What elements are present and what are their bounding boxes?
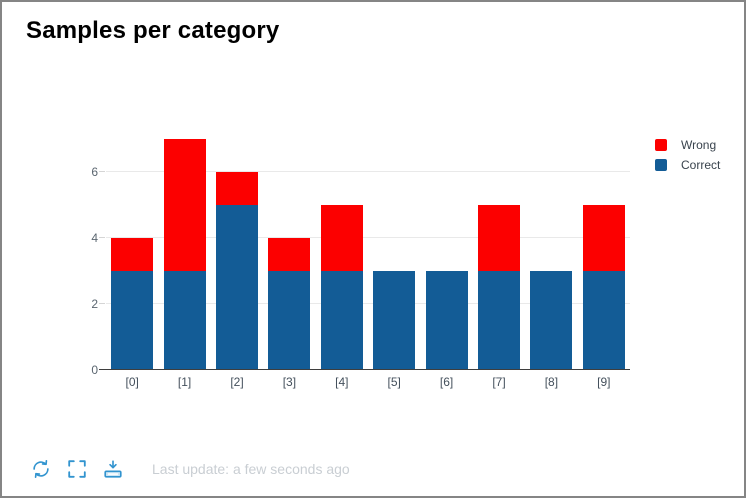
x-axis-label: [4]	[335, 375, 349, 389]
x-axis-line	[99, 369, 630, 370]
correct-swatch-icon	[655, 159, 667, 171]
legend-item-correct[interactable]: Correct	[655, 158, 720, 172]
plot-area: 0 2 4 6 [0] [1] [2] [3] [4] [5] [6] [7] [8] [9]	[91, 139, 630, 389]
gridline	[106, 303, 630, 304]
bar-correct-[1][interactable]	[163, 271, 206, 370]
bar-wrong-[3][interactable]	[268, 238, 311, 271]
bar-wrong-[9][interactable]	[582, 205, 625, 271]
bar-correct-[0][interactable]	[111, 271, 154, 370]
footer-toolbar: Last update: a few seconds ago	[30, 458, 350, 480]
bar-correct-[3][interactable]	[268, 271, 311, 370]
refresh-button[interactable]	[30, 458, 52, 480]
bar-correct-[6][interactable]	[425, 271, 468, 370]
x-axis-label: [3]	[282, 375, 297, 389]
last-update-text: Last update: a few seconds ago	[152, 461, 350, 477]
bar-correct-[2][interactable]	[216, 205, 258, 370]
bar-correct-[4][interactable]	[320, 271, 363, 370]
fullscreen-icon	[68, 460, 86, 478]
bar-correct-[7][interactable]	[478, 271, 520, 370]
bar-correct-[9][interactable]	[582, 271, 625, 370]
bar-wrong-[4][interactable]	[320, 205, 363, 271]
x-axis-label: [6]	[439, 375, 454, 389]
chart-legend: Wrong Correct	[655, 138, 720, 178]
bar-wrong-[0][interactable]	[111, 238, 154, 271]
gridline	[106, 237, 630, 238]
bar-correct-[5][interactable]	[373, 271, 416, 370]
bar-wrong-[7][interactable]	[478, 205, 520, 271]
x-axis-label: [1]	[177, 375, 192, 389]
x-axis-label: [2]	[230, 375, 244, 389]
refresh-icon	[33, 460, 49, 478]
x-axis-label: [9]	[597, 375, 611, 389]
legend-label: Wrong	[681, 138, 717, 152]
download-button[interactable]	[102, 458, 124, 480]
y-axis-label: 0	[91, 363, 98, 377]
y-axis-label: 2	[91, 297, 98, 311]
y-axis-label: 4	[91, 231, 98, 245]
bar-wrong-[2][interactable]	[216, 172, 258, 205]
bar-wrong-[1][interactable]	[163, 139, 206, 271]
x-axis-label: [7]	[492, 375, 506, 389]
bar-correct-[8][interactable]	[530, 271, 573, 370]
download-icon	[104, 460, 122, 478]
x-axis-label: [5]	[387, 375, 401, 389]
y-axis-tick	[99, 171, 105, 172]
x-axis-label: [0]	[125, 375, 139, 389]
y-axis-tick	[99, 237, 105, 238]
gridline	[106, 171, 630, 172]
legend-label: Correct	[681, 158, 721, 172]
legend-item-wrong[interactable]: Wrong	[655, 138, 720, 152]
page-title: Samples per category	[26, 17, 280, 44]
wrong-swatch-icon	[655, 139, 667, 151]
y-axis-tick	[99, 303, 105, 304]
fullscreen-button[interactable]	[66, 458, 88, 480]
y-axis-label: 6	[91, 165, 98, 179]
x-axis-label: [8]	[544, 375, 559, 389]
